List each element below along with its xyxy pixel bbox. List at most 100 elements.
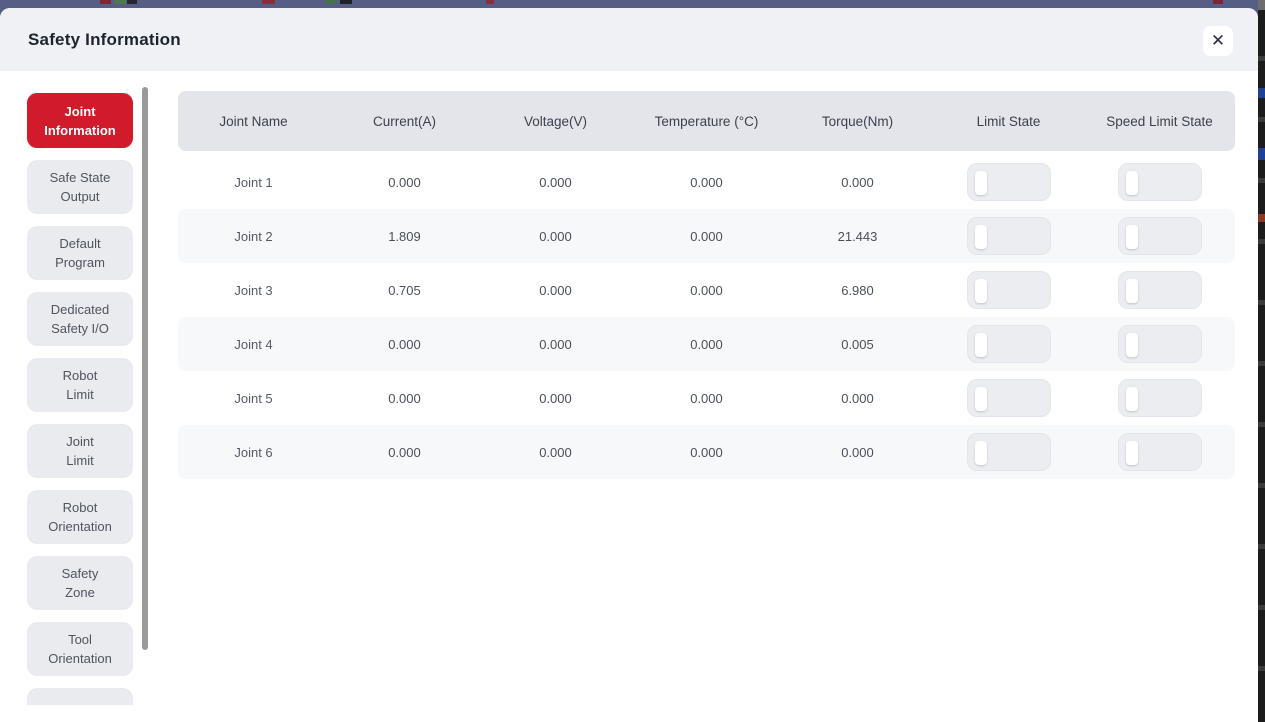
sidebar-item-label: Tool [68, 632, 92, 647]
toggle-knob [1125, 333, 1138, 357]
current-cell: 0.705 [388, 282, 421, 298]
speed-limit-state-toggle [1117, 271, 1202, 309]
sidebar-scrollbar[interactable] [142, 87, 148, 650]
toggle-knob [974, 387, 987, 411]
sidebar-item-label: Limit [66, 453, 94, 468]
current-cell: 1.809 [388, 228, 421, 244]
background-speck [325, 0, 337, 4]
limit-state-toggle [966, 379, 1051, 417]
limit-state-toggle [966, 325, 1051, 363]
limit-state-toggle [966, 163, 1051, 201]
toggle-knob [1125, 387, 1138, 411]
background-speck [114, 0, 126, 4]
sidebar: Joint Information Safe State Output Defa… [27, 93, 133, 705]
torque-cell: 0.005 [841, 336, 874, 352]
toggle-knob [1125, 279, 1138, 303]
sidebar-item-label: Joint [64, 103, 96, 119]
sidebar-item-safety-zone[interactable]: Safety Zone [27, 556, 133, 610]
speed-limit-state-toggle [1117, 217, 1202, 255]
table-row: Joint 4 0.000 0.000 0.000 0.005 [178, 317, 1235, 371]
joint-name-cell: Joint 3 [234, 282, 273, 298]
current-cell: 0.000 [388, 174, 421, 190]
speed-limit-state-toggle [1117, 379, 1202, 417]
background-speck [1258, 0, 1265, 10]
close-button[interactable]: ✕ [1203, 26, 1233, 56]
sidebar-item-label: Zone [65, 585, 95, 600]
sidebar-item-label: Robot [62, 368, 98, 383]
current-cell: 0.000 [388, 444, 421, 460]
sidebar-item-label: Information [44, 122, 116, 138]
table-row: Joint 1 0.000 0.000 0.000 0.000 [178, 155, 1235, 209]
safety-information-dialog: Safety Information ✕ Joint Information S… [0, 8, 1258, 722]
sidebar-item-label: Default [59, 236, 101, 251]
column-header-torque: Torque(Nm) [821, 113, 894, 129]
sidebar-item-safe-state-output[interactable]: Safe State Output [27, 160, 133, 214]
column-header-joint-name: Joint Name [219, 113, 288, 129]
limit-state-toggle [966, 433, 1051, 471]
background-speck [486, 0, 494, 4]
sidebar-item-label: Orientation [48, 519, 112, 534]
sidebar-item-label: Joint [66, 434, 94, 449]
sidebar-item-robot-orientation[interactable]: Robot Orientation [27, 490, 133, 544]
table-row: Joint 2 1.809 0.000 0.000 21.443 [178, 209, 1235, 263]
sidebar-item-label: Safe State [49, 170, 111, 185]
toggle-knob [974, 279, 987, 303]
background-speck [340, 0, 352, 4]
table-header-row: Joint Name Current(A) Voltage(V) Tempera… [178, 91, 1235, 151]
column-header-temperature: Temperature (°C) [654, 113, 759, 129]
background-speck [1258, 148, 1265, 160]
column-header-current: Current(A) [372, 113, 436, 129]
toggle-knob [1125, 171, 1138, 195]
torque-cell: 6.980 [841, 282, 874, 298]
sidebar-item-robot-limit[interactable]: Robot Limit [27, 358, 133, 412]
column-header-limit-state: Limit State [976, 113, 1041, 129]
speed-limit-state-toggle [1117, 325, 1202, 363]
voltage-cell: 0.000 [539, 228, 572, 244]
background-speck [100, 0, 111, 4]
current-cell: 0.000 [388, 390, 421, 406]
sidebar-item-label: Output [60, 189, 100, 204]
dialog-title: Safety Information [28, 29, 181, 49]
voltage-cell: 0.000 [539, 390, 572, 406]
speed-limit-state-toggle [1117, 163, 1202, 201]
temperature-cell: 0.000 [690, 390, 723, 406]
voltage-cell: 0.000 [539, 444, 572, 460]
background-app-topbar [0, 0, 1265, 8]
column-header-speed-limit-state: Speed Limit State [1106, 113, 1213, 129]
close-icon: ✕ [1210, 31, 1226, 51]
sidebar-item-dedicated-safety-io[interactable]: Dedicated Safety I/O [27, 292, 133, 346]
temperature-cell: 0.000 [690, 282, 723, 298]
sidebar-item-label: Orientation [48, 651, 112, 666]
joint-name-cell: Joint 4 [234, 336, 273, 352]
temperature-cell: 0.000 [690, 174, 723, 190]
joint-name-cell: Joint 6 [234, 444, 273, 460]
toggle-knob [1125, 441, 1138, 465]
voltage-cell: 0.000 [539, 336, 572, 352]
toggle-knob [974, 333, 987, 357]
sidebar-item-label: Dedicated [50, 302, 110, 317]
toggle-knob [1125, 225, 1138, 249]
background-speck [262, 0, 275, 4]
limit-state-toggle [966, 217, 1051, 255]
sidebar-item-partial[interactable] [27, 688, 133, 705]
sidebar-item-label: Limit [66, 387, 94, 402]
sidebar-item-joint-limit[interactable]: Joint Limit [27, 424, 133, 478]
joint-information-table: Joint Name Current(A) Voltage(V) Tempera… [178, 91, 1235, 479]
background-app-right-edge [1258, 0, 1265, 722]
table-row: Joint 5 0.000 0.000 0.000 0.000 [178, 371, 1235, 425]
torque-cell: 0.000 [841, 444, 874, 460]
sidebar-item-label: Safety I/O [51, 321, 109, 336]
sidebar-item-joint-information[interactable]: Joint Information [27, 93, 133, 148]
joint-name-cell: Joint 1 [234, 174, 273, 190]
sidebar-item-default-program[interactable]: Default Program [27, 226, 133, 280]
voltage-cell: 0.000 [539, 282, 572, 298]
sidebar-item-tool-orientation[interactable]: Tool Orientation [27, 622, 133, 676]
temperature-cell: 0.000 [690, 336, 723, 352]
background-speck [1213, 0, 1223, 4]
torque-cell: 0.000 [841, 390, 874, 406]
table-row: Joint 3 0.705 0.000 0.000 6.980 [178, 263, 1235, 317]
speed-limit-state-toggle [1117, 433, 1202, 471]
joint-name-cell: Joint 5 [234, 390, 273, 406]
temperature-cell: 0.000 [690, 228, 723, 244]
